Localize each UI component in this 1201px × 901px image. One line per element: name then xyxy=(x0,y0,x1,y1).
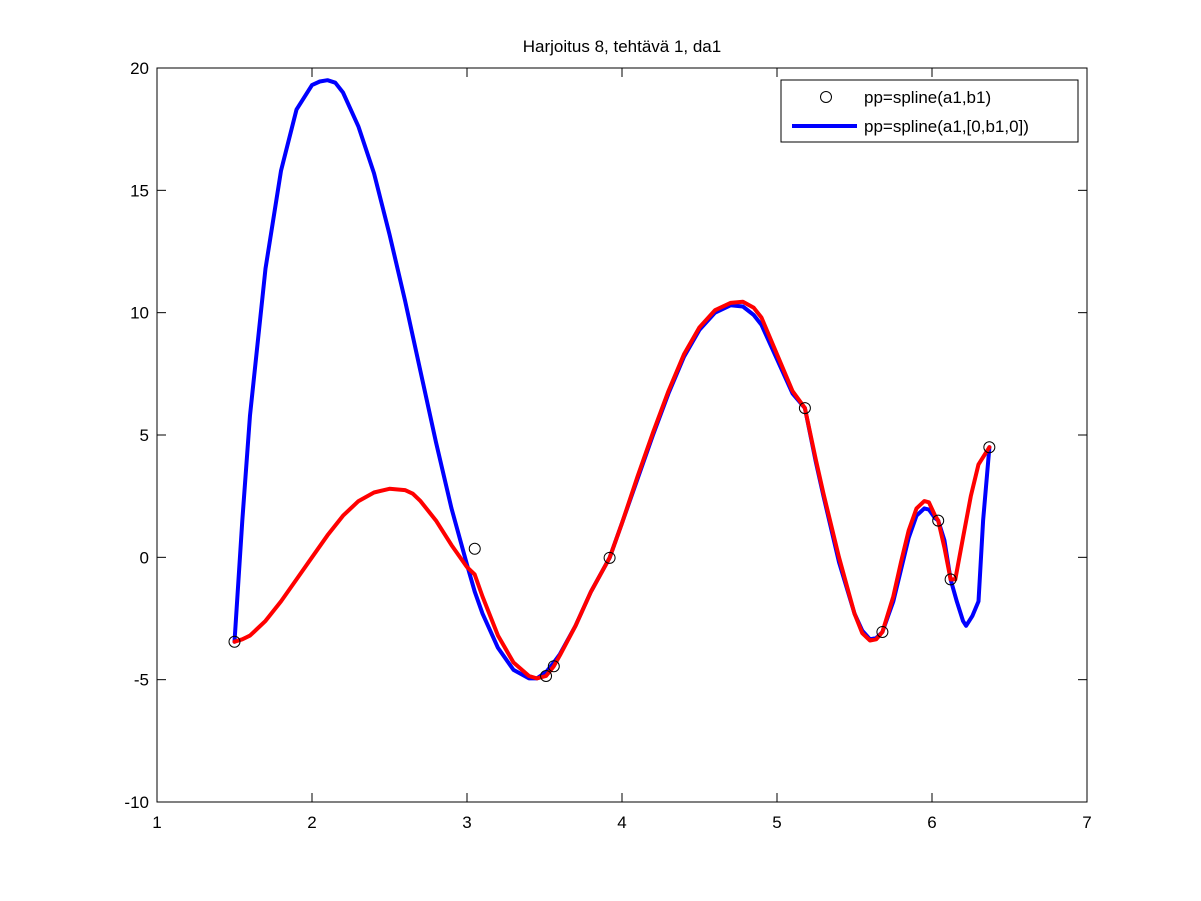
data-point-marker xyxy=(983,441,996,454)
x-tick-label: 6 xyxy=(927,813,936,832)
x-tick-label: 2 xyxy=(307,813,316,832)
data-point-marker xyxy=(944,573,957,586)
x-tick-label: 5 xyxy=(772,813,781,832)
data-point-marker xyxy=(603,551,616,564)
y-tick-label: -5 xyxy=(134,671,149,690)
data-point-marker xyxy=(798,402,811,415)
legend-marker-icon xyxy=(820,91,832,103)
x-tick-label: 1 xyxy=(152,813,161,832)
legend: pp=spline(a1,b1) pp=spline(a1,[0,b1,0]) xyxy=(780,79,1079,143)
legend-box xyxy=(780,79,1079,143)
x-tick-label: 7 xyxy=(1082,813,1091,832)
x-tick-label: 4 xyxy=(617,813,626,832)
chart-title: Harjoitus 8, tehtävä 1, da1 xyxy=(523,37,721,56)
y-tick-label: 15 xyxy=(130,181,149,200)
y-tick-label: -10 xyxy=(124,793,149,812)
data-point-marker xyxy=(547,660,560,673)
data-point-marker xyxy=(228,635,241,648)
y-tick-label: 10 xyxy=(130,304,149,323)
legend-label-line: pp=spline(a1,[0,b1,0]) xyxy=(864,117,1029,136)
data-point-marker xyxy=(468,542,481,555)
axis-ticks: 1 2 3 4 5 6 7 -10 -5 0 5 10 15 20 xyxy=(124,59,1091,832)
x-tick-label: 3 xyxy=(462,813,471,832)
y-tick-label: 20 xyxy=(130,59,149,78)
data-point-marker xyxy=(540,669,553,682)
data-point-marker xyxy=(932,514,945,527)
series-layer xyxy=(228,78,996,682)
data-point-marker xyxy=(876,625,889,638)
legend-label-markers: pp=spline(a1,b1) xyxy=(864,88,991,107)
red-spline-line xyxy=(232,299,992,681)
plot-area xyxy=(156,67,1088,803)
y-tick-label: 5 xyxy=(140,426,149,445)
y-tick-label: 0 xyxy=(140,548,149,567)
